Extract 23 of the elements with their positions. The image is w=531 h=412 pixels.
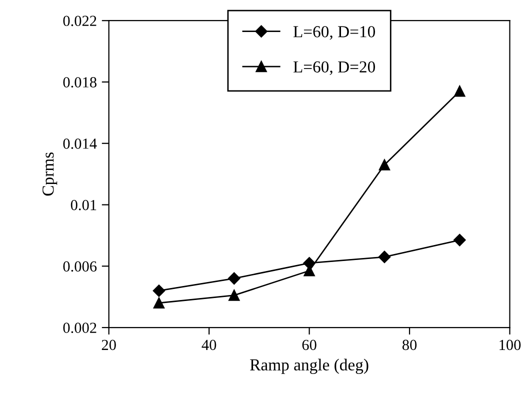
x-tick-label: 80	[402, 340, 417, 350]
point	[454, 234, 466, 246]
x-tick-label: 20	[102, 340, 116, 350]
y-tick-label: 0.018	[63, 77, 96, 88]
y-tick-label: 0.014	[63, 138, 97, 149]
x-tick-label: 100	[500, 340, 521, 350]
point	[152, 284, 166, 297]
y-tick-label: 0.022	[63, 16, 96, 26]
point	[153, 297, 165, 309]
x-axis-title: Ramp angle (deg)	[250, 358, 368, 374]
y-tick-label: 0.006	[63, 261, 97, 272]
y-tick-label: 0.01	[70, 200, 96, 210]
legend-label: L=60, D=20	[293, 61, 376, 75]
x-tick-label: 60	[302, 340, 316, 350]
point	[228, 272, 240, 285]
y-axis-title: Cprms	[42, 152, 58, 196]
point	[228, 290, 240, 301]
point	[378, 159, 390, 170]
point	[378, 250, 391, 264]
y-tick-label: 0.002	[63, 322, 96, 334]
point	[454, 86, 466, 97]
x-tick-label: 40	[202, 340, 216, 350]
legend-label: L=60, D=10	[293, 26, 376, 40]
